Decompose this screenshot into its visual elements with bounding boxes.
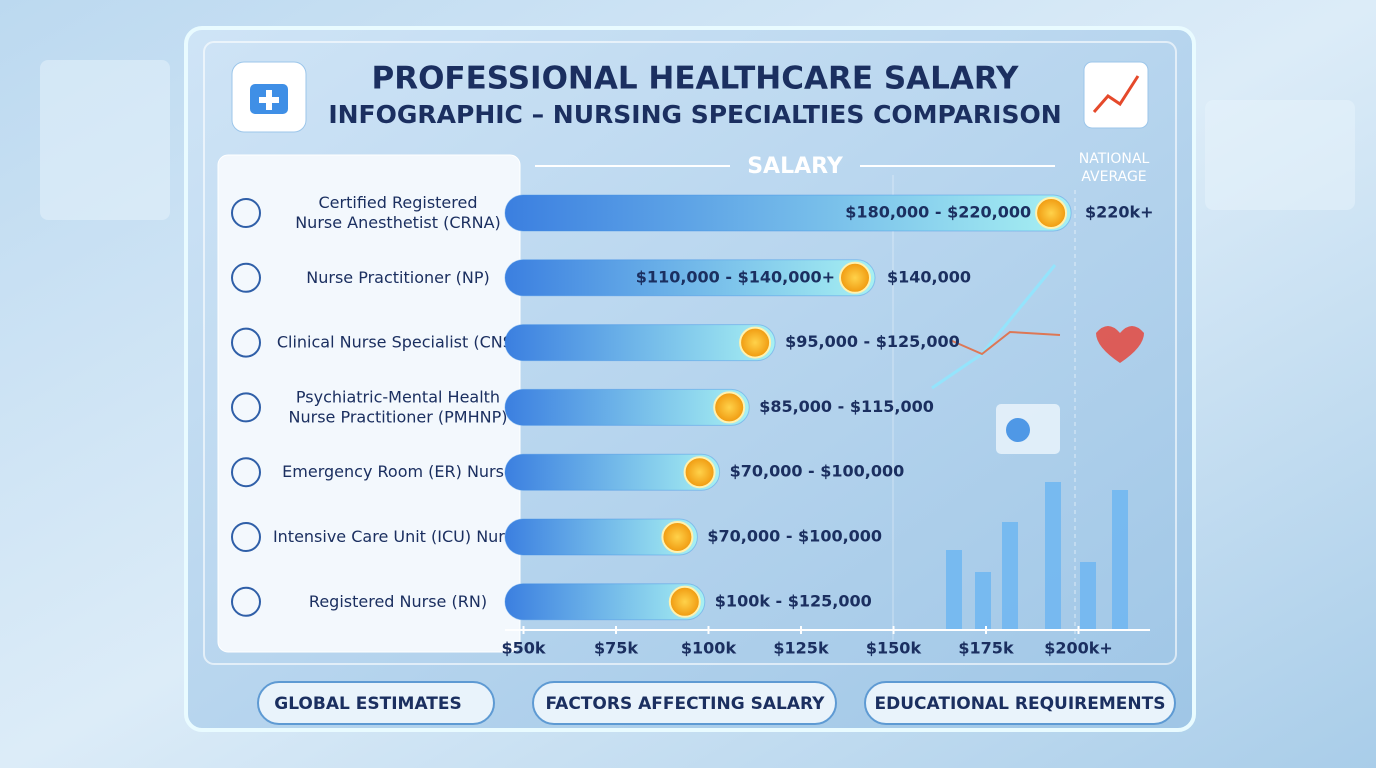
x-tick-label: $150k (866, 639, 922, 658)
category-label: Emergency Room (ER) Nurse (282, 462, 514, 481)
range-label: $180,000 - $220,000 (845, 203, 1031, 222)
deco-bar (946, 550, 962, 630)
button[interactable] (864, 681, 1176, 725)
chart-subtitle: INFOGRAPHIC – NURSING SPECIALTIES COMPAR… (328, 100, 1061, 129)
coin (668, 585, 701, 618)
category-icon (231, 262, 261, 293)
average-label: $140,000 (887, 267, 971, 286)
range-label: $95,000 - $125,000 (785, 332, 960, 351)
button-label[interactable]: GLOBAL ESTIMATES (274, 694, 461, 714)
x-tick-label: $200k+ (1044, 639, 1113, 658)
category-label: Intensive Care Unit (ICU) Nurse (273, 527, 523, 546)
chart-icon-line (1092, 75, 1140, 113)
category-icon (231, 198, 261, 228)
x-tick-label: $75k (594, 639, 638, 658)
x-tick-label: $125k (773, 639, 829, 658)
heart-icon (1096, 326, 1144, 363)
deco-bar (1080, 562, 1096, 630)
chart-icon (1083, 61, 1149, 129)
side-title: NATIONAL AVERAGE (1079, 151, 1150, 185)
category-label: Clinical Nurse Specialist (CNS) (277, 332, 519, 351)
bar (504, 518, 698, 556)
medkit-cross (259, 90, 279, 110)
range-label: $110,000 - $140,000+ (636, 267, 835, 286)
bar (504, 194, 1072, 232)
bar (504, 453, 721, 491)
x-tick-label: $50k (501, 639, 545, 658)
inner-frame (203, 41, 1177, 665)
category-icon (231, 522, 261, 552)
deco-line (949, 330, 1061, 356)
deco-bar (1045, 482, 1061, 630)
bar (504, 388, 750, 426)
category-icon (231, 327, 261, 358)
coin (661, 521, 694, 553)
deco-bar (975, 572, 991, 630)
coin (713, 391, 746, 424)
pie-icon (1006, 418, 1030, 442)
range-label: $70,000 - $100,000 (707, 527, 882, 546)
button[interactable] (532, 681, 837, 725)
button-label[interactable]: EDUCATIONAL REQUIREMENTS (875, 694, 1166, 714)
category-icon (231, 392, 261, 423)
category-icon (231, 586, 261, 617)
x-tick-label: $100k (681, 639, 737, 658)
bar (504, 324, 776, 362)
button[interactable] (257, 681, 495, 725)
range-label: $85,000 - $115,000 (759, 397, 934, 416)
coin (1035, 197, 1068, 229)
coin (683, 456, 716, 489)
deco-bar (1112, 490, 1128, 630)
deco-bar (1002, 522, 1018, 630)
category-icon (231, 457, 261, 488)
bar (504, 583, 706, 621)
range-label: $70,000 - $100,000 (730, 462, 905, 481)
category-label: Registered Nurse (RN) (309, 591, 487, 610)
x-tick-label: $175k (958, 639, 1014, 658)
deco-screen (1205, 100, 1355, 210)
deco-screen (40, 60, 170, 220)
chart-title: PROFESSIONAL HEALTHCARE SALARY (371, 61, 1019, 97)
average-label: $220k+ (1085, 203, 1154, 222)
range-label: $100k - $125,000 (715, 591, 872, 610)
decorations (931, 264, 1144, 630)
coin (839, 261, 871, 294)
category-label: Psychiatric-Mental Health Nurse Practitio… (289, 387, 508, 426)
axis-title: SALARY (747, 154, 844, 179)
category-label: Nurse Practitioner (NP) (306, 267, 489, 286)
category-label: Certified Registered Nurse Anesthetist (C… (295, 193, 501, 232)
bar (504, 259, 876, 297)
button-label[interactable]: FACTORS AFFECTING SALARY (546, 694, 826, 714)
coin (739, 326, 772, 359)
